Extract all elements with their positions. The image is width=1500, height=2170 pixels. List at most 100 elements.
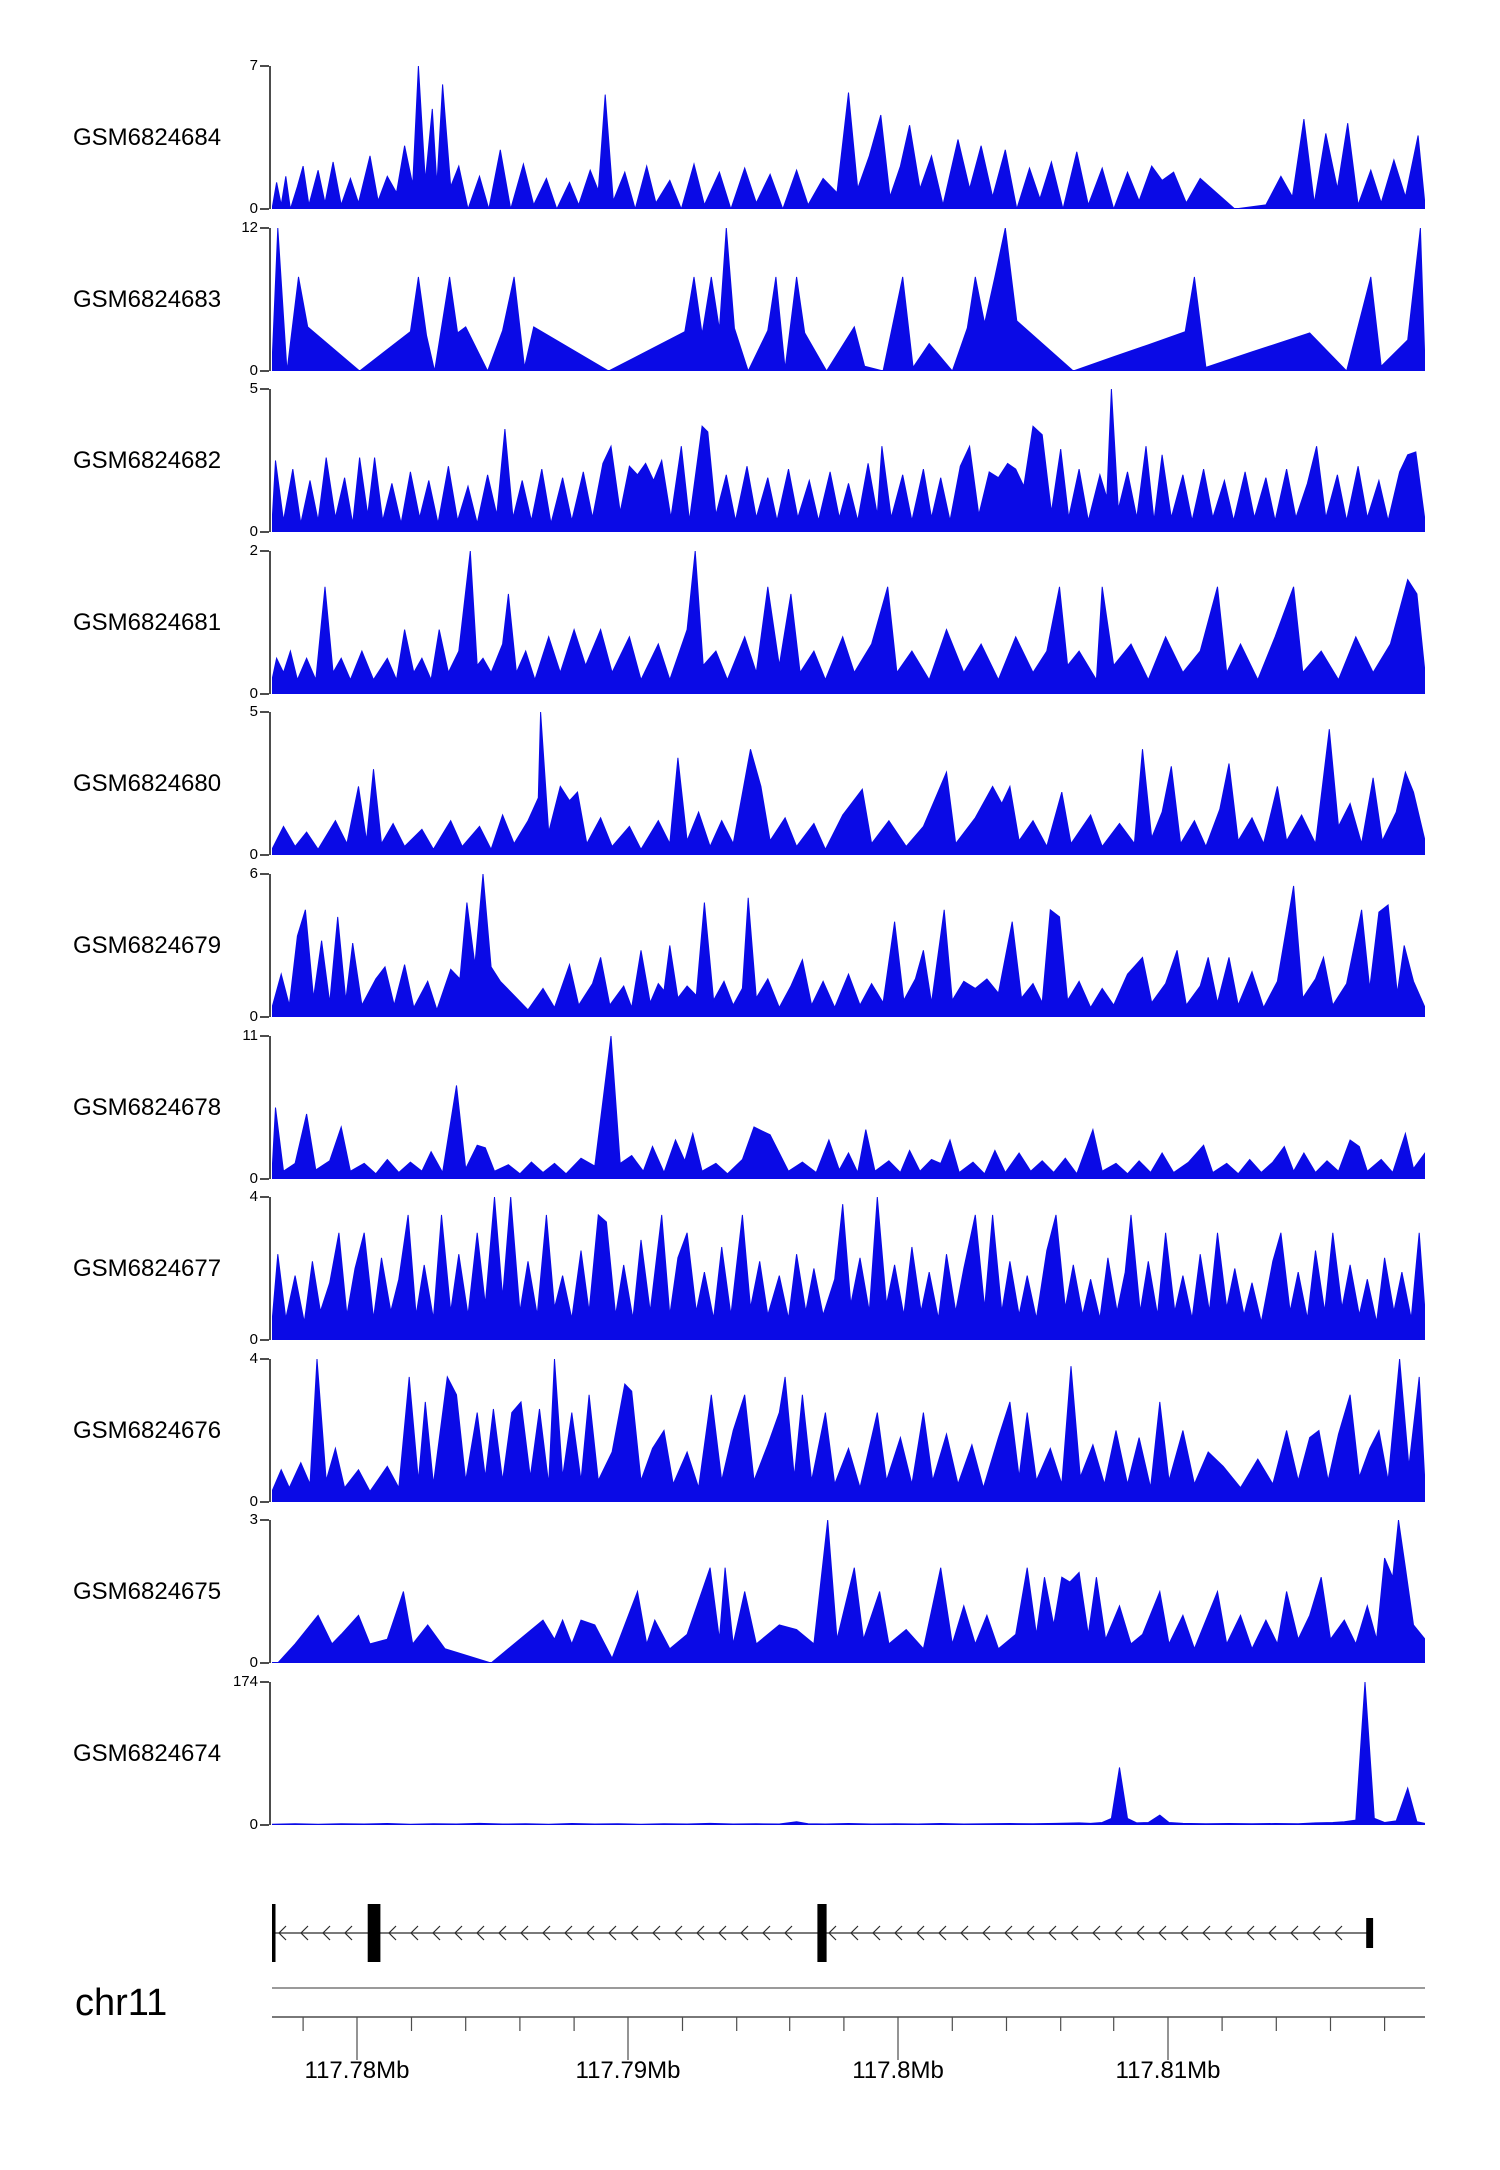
yaxis-top-tick <box>260 1035 269 1037</box>
yaxis-zero-label: 0 <box>249 846 258 863</box>
yaxis-line <box>269 551 271 694</box>
yaxis-bottom-tick <box>260 1339 269 1341</box>
coverage-signal-plot <box>272 1520 1425 1663</box>
coverage-signal-plot <box>272 712 1425 855</box>
yaxis-line <box>269 874 271 1017</box>
yaxis-zero-label: 0 <box>249 523 258 540</box>
axis-upper-line <box>272 1987 1425 1989</box>
yaxis-max-label: 174 <box>232 1673 258 1690</box>
yaxis-max-label: 5 <box>249 703 258 720</box>
yaxis-line <box>269 1036 271 1179</box>
track-label: GSM6824683 <box>73 285 222 313</box>
yaxis-line <box>269 66 271 209</box>
track-label: GSM6824680 <box>73 769 222 797</box>
yaxis-bottom-tick <box>260 1662 269 1664</box>
track-label: GSM6824684 <box>73 123 222 151</box>
coverage-signal-plot <box>272 1682 1425 1825</box>
coverage-track-row: GSM6824675 3 0 <box>0 1512 1500 1671</box>
yaxis-bottom-tick <box>260 1824 269 1826</box>
exon-box <box>1366 1918 1374 1948</box>
coverage-track-row: GSM6824678 11 0 <box>0 1028 1500 1187</box>
axis-tick-label: 117.8Mb <box>852 2057 944 2084</box>
yaxis-line <box>269 389 271 532</box>
yaxis-max-label: 2 <box>249 542 258 559</box>
coverage-signal-plot <box>272 874 1425 1017</box>
yaxis-zero-label: 0 <box>249 200 258 217</box>
coverage-signal-plot <box>272 551 1425 694</box>
yaxis-zero-label: 0 <box>249 1170 258 1187</box>
yaxis-top-tick <box>260 711 269 713</box>
coverage-track-row: GSM6824677 4 0 <box>0 1189 1500 1348</box>
axis-tick-label: 117.81Mb <box>1116 2057 1221 2084</box>
axis-tick-label: 117.79Mb <box>576 2057 681 2084</box>
yaxis-bottom-tick <box>260 693 269 695</box>
track-label: GSM6824677 <box>73 1254 222 1282</box>
yaxis-top-tick <box>260 873 269 875</box>
genome-axis-ruler: 117.78Mb 117.79Mb 117.8Mb 117.81Mb <box>272 2012 1425 2090</box>
exon-box <box>817 1904 827 1962</box>
gene-model-svg <box>272 1904 1374 1962</box>
yaxis-max-label: 6 <box>249 865 258 882</box>
yaxis-zero-label: 0 <box>249 1816 258 1833</box>
coverage-track-row: GSM6824680 5 0 <box>0 704 1500 863</box>
coverage-track-row: GSM6824674 174 0 <box>0 1674 1500 1833</box>
coverage-signal-plot <box>272 228 1425 371</box>
track-label: GSM6824682 <box>73 446 222 474</box>
yaxis-max-label: 4 <box>249 1350 258 1367</box>
yaxis-max-label: 5 <box>249 380 258 397</box>
coverage-track-row: GSM6824679 6 0 <box>0 866 1500 1025</box>
yaxis-bottom-tick <box>260 1501 269 1503</box>
track-label: GSM6824681 <box>73 608 222 636</box>
yaxis-bottom-tick <box>260 370 269 372</box>
yaxis-zero-label: 0 <box>249 1493 258 1510</box>
coverage-track-row: GSM6824683 12 0 <box>0 220 1500 379</box>
yaxis-top-tick <box>260 1519 269 1521</box>
yaxis-bottom-tick <box>260 1016 269 1018</box>
yaxis-line <box>269 228 271 371</box>
coverage-track-row: GSM6824684 7 0 <box>0 58 1500 217</box>
coverage-track-row: GSM6824676 4 0 <box>0 1351 1500 1510</box>
yaxis-top-tick <box>260 1681 269 1683</box>
yaxis-zero-label: 0 <box>249 685 258 702</box>
coverage-signal-plot <box>272 389 1425 532</box>
yaxis-bottom-tick <box>260 208 269 210</box>
yaxis-max-label: 7 <box>249 57 258 74</box>
yaxis-top-tick <box>260 1358 269 1360</box>
track-label: GSM6824678 <box>73 1093 222 1121</box>
exon-box <box>367 1904 381 1962</box>
yaxis-top-tick <box>260 227 269 229</box>
yaxis-line <box>269 1359 271 1502</box>
track-label: GSM6824674 <box>73 1739 222 1767</box>
coverage-signal-plot <box>272 1036 1425 1179</box>
yaxis-top-tick <box>260 65 269 67</box>
exon-box <box>272 1904 276 1962</box>
yaxis-bottom-tick <box>260 531 269 533</box>
yaxis-max-label: 12 <box>241 219 258 236</box>
yaxis-bottom-tick <box>260 1178 269 1180</box>
yaxis-bottom-tick <box>260 854 269 856</box>
yaxis-line <box>269 1197 271 1340</box>
yaxis-top-tick <box>260 1196 269 1198</box>
coverage-signal-plot <box>272 66 1425 209</box>
yaxis-zero-label: 0 <box>249 1654 258 1671</box>
axis-tick-label: 117.78Mb <box>305 2057 410 2084</box>
ruler-svg: 117.78Mb 117.79Mb 117.8Mb 117.81Mb <box>272 2016 1425 2084</box>
yaxis-zero-label: 0 <box>249 1008 258 1025</box>
coverage-signal-plot <box>272 1359 1425 1502</box>
yaxis-top-tick <box>260 388 269 390</box>
yaxis-max-label: 3 <box>249 1511 258 1528</box>
yaxis-max-label: 11 <box>242 1027 258 1044</box>
coverage-track-row: GSM6824682 5 0 <box>0 381 1500 540</box>
yaxis-max-label: 4 <box>249 1188 258 1205</box>
yaxis-zero-label: 0 <box>249 362 258 379</box>
track-label: GSM6824675 <box>73 1577 222 1605</box>
track-label: GSM6824676 <box>73 1416 222 1444</box>
yaxis-line <box>269 712 271 855</box>
gene-model-track <box>272 1902 1425 1964</box>
yaxis-line <box>269 1682 271 1825</box>
chromosome-label: chr11 <box>75 1982 168 2024</box>
track-label: GSM6824679 <box>73 931 222 959</box>
coverage-signal-plot <box>272 1197 1425 1340</box>
yaxis-line <box>269 1520 271 1663</box>
